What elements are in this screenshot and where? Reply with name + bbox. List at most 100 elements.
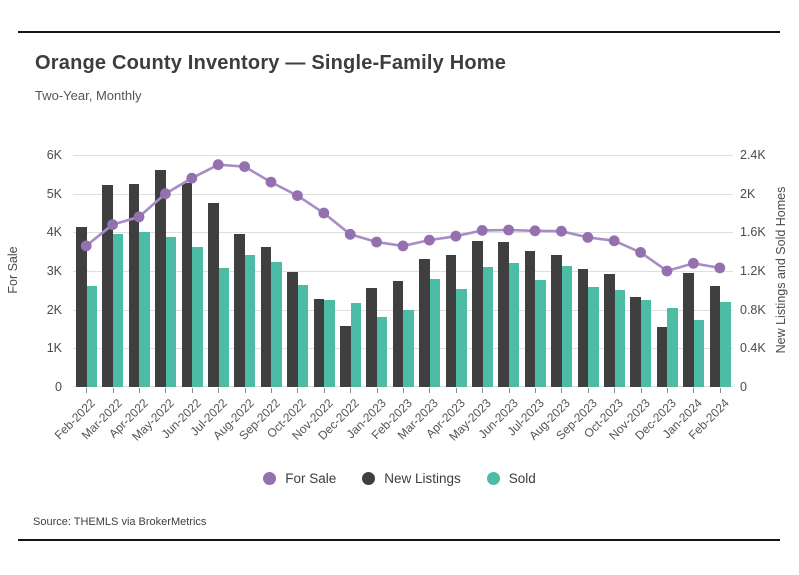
x-tick xyxy=(693,388,695,393)
bar-sold-mar-2023 xyxy=(429,278,441,387)
x-tick xyxy=(535,388,536,393)
for-sale-marker-sep-2022 xyxy=(265,176,277,188)
right-axis-tick-label: 1.6K xyxy=(740,225,766,240)
bar-new-listings-may-2022 xyxy=(155,170,166,387)
for-sale-marker-jun-2022 xyxy=(186,172,198,184)
for-sale-marker-jun-2023 xyxy=(503,224,514,236)
x-tick xyxy=(244,388,246,393)
bar-new-listings-apr-2022 xyxy=(128,184,140,387)
for-sale-marker-oct-2022 xyxy=(292,190,303,201)
for-sale-marker-mar-2023 xyxy=(424,234,435,246)
top-rule xyxy=(18,31,780,33)
bar-new-listings-jun-2022 xyxy=(181,183,193,387)
bar-new-listings-jan-2024 xyxy=(683,272,694,387)
bar-sold-mar-2022 xyxy=(112,234,124,387)
bar-sold-jul-2022 xyxy=(218,268,229,387)
for-sale-marker-jul-2023 xyxy=(529,225,541,237)
bar-new-listings-aug-2023 xyxy=(551,254,562,387)
bar-sold-may-2023 xyxy=(482,267,493,387)
x-tick xyxy=(482,388,484,393)
bar-new-listings-jun-2023 xyxy=(498,242,509,387)
legend-label: Sold xyxy=(508,471,536,486)
legend-label: New Listings xyxy=(384,471,461,486)
left-axis-tick-label: 4K xyxy=(46,225,62,240)
left-axis-tick-label: 2K xyxy=(46,302,62,317)
x-tick xyxy=(271,388,272,393)
bar-sold-jan-2023 xyxy=(376,317,388,387)
bar-sold-sep-2022 xyxy=(271,262,282,387)
legend-marker-icon xyxy=(362,472,376,485)
x-tick xyxy=(403,388,404,393)
for-sale-marker-aug-2022 xyxy=(239,161,251,172)
left-axis-title: For Sale xyxy=(6,246,20,294)
for-sale-marker-jan-2023 xyxy=(371,236,382,248)
left-axis-tick-label: 5K xyxy=(46,186,62,201)
bar-new-listings-oct-2023 xyxy=(604,273,615,387)
x-tick xyxy=(429,388,431,393)
left-axis-tick-label: 6K xyxy=(46,148,62,162)
right-axis-tick-label: 2K xyxy=(740,186,756,201)
right-axis-tick-label: 1.2K xyxy=(740,264,766,278)
x-tick xyxy=(719,388,721,393)
bar-sold-aug-2022 xyxy=(244,254,256,387)
x-tick xyxy=(640,388,642,393)
for-sale-marker-aug-2023 xyxy=(556,225,567,237)
bar-sold-may-2022 xyxy=(165,237,177,387)
for-sale-marker-dec-2022 xyxy=(344,228,356,240)
bar-new-listings-nov-2022 xyxy=(313,299,325,387)
bar-new-listings-feb-2024 xyxy=(709,286,721,387)
for-sale-marker-feb-2023 xyxy=(397,240,409,252)
bar-new-listings-mar-2023 xyxy=(419,259,430,387)
bar-new-listings-jul-2022 xyxy=(208,203,219,387)
bar-new-listings-jan-2023 xyxy=(366,288,377,387)
x-tick xyxy=(86,388,88,393)
chart-legend: For Sale New Listings Sold xyxy=(0,471,799,486)
bar-sold-dec-2023 xyxy=(667,307,678,387)
bar-new-listings-aug-2022 xyxy=(234,234,245,387)
bar-sold-nov-2023 xyxy=(640,300,652,387)
legend-item-sold[interactable]: Sold xyxy=(486,471,536,486)
x-tick xyxy=(376,388,378,393)
bar-sold-feb-2024 xyxy=(720,301,731,387)
left-axis-tick-label: 1K xyxy=(46,341,62,356)
bar-sold-jun-2022 xyxy=(192,246,203,387)
legend-item-new-listings[interactable]: New Listings xyxy=(362,471,461,486)
bottom-rule xyxy=(18,539,780,541)
x-tick xyxy=(587,388,589,393)
gridline xyxy=(73,193,733,195)
left-axis-tick-label: 3K xyxy=(46,264,62,278)
bar-new-listings-apr-2023 xyxy=(445,254,457,387)
bar-sold-jul-2023 xyxy=(535,279,546,387)
legend-marker-icon xyxy=(486,472,500,485)
legend-item-for-sale[interactable]: For Sale xyxy=(263,471,336,486)
gridline xyxy=(73,232,733,234)
bar-new-listings-may-2023 xyxy=(472,241,483,387)
x-tick xyxy=(350,388,352,393)
bar-new-listings-sep-2022 xyxy=(260,246,272,387)
bar-sold-oct-2022 xyxy=(297,284,309,387)
bar-sold-jan-2024 xyxy=(693,320,705,387)
bar-new-listings-dec-2023 xyxy=(656,327,668,387)
for-sale-marker-sep-2023 xyxy=(582,232,594,243)
bar-new-listings-nov-2023 xyxy=(630,297,641,387)
bar-sold-jun-2023 xyxy=(508,263,520,387)
plot-area xyxy=(73,155,733,387)
bar-sold-nov-2022 xyxy=(324,300,335,387)
right-axis-tick-label: 0.8K xyxy=(740,302,766,317)
legend-marker-icon xyxy=(263,472,277,485)
legend-label: For Sale xyxy=(285,471,337,486)
bar-new-listings-jul-2023 xyxy=(524,250,536,387)
bar-new-listings-oct-2022 xyxy=(287,271,298,387)
for-sale-marker-oct-2023 xyxy=(608,235,620,247)
x-tick xyxy=(139,388,140,393)
bar-new-listings-dec-2022 xyxy=(340,326,351,387)
x-tick xyxy=(191,388,193,393)
x-tick xyxy=(165,388,167,393)
x-tick xyxy=(297,388,299,393)
bar-new-listings-feb-2023 xyxy=(392,280,404,387)
right-axis-tick-label: 2.4K xyxy=(740,148,766,162)
bar-new-listings-mar-2022 xyxy=(102,184,113,387)
bar-sold-feb-2023 xyxy=(403,309,414,387)
right-axis-tick-label: 0 xyxy=(740,380,747,394)
